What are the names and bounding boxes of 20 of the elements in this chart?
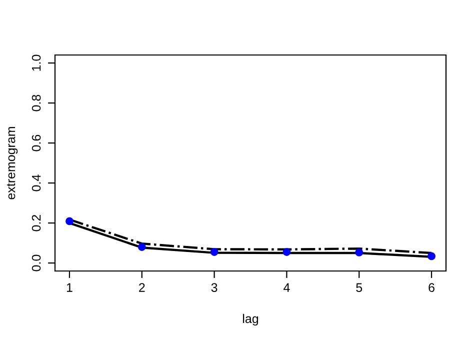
y-tick-label: 0.8 bbox=[32, 94, 41, 112]
x-tick-label: 4 bbox=[284, 283, 290, 292]
point bbox=[282, 248, 291, 256]
x-axis-title: lag bbox=[243, 314, 258, 326]
point bbox=[428, 252, 436, 260]
point bbox=[138, 243, 146, 251]
y-tick-label: 1.0 bbox=[32, 54, 41, 71]
y-tick-label: 0.0 bbox=[32, 254, 41, 272]
point bbox=[66, 217, 74, 226]
point bbox=[210, 248, 218, 256]
x-tick-label: 1 bbox=[66, 283, 72, 292]
x-tick-label: 5 bbox=[356, 283, 362, 292]
point bbox=[355, 248, 364, 256]
y-tick-label: 0.6 bbox=[32, 134, 41, 152]
y-tick-label: 0.2 bbox=[32, 214, 41, 232]
y-tick-label: 0.4 bbox=[32, 174, 41, 192]
x-tick-label: 3 bbox=[211, 283, 218, 292]
y-axis-title: extremogram bbox=[6, 127, 18, 200]
x-tick-label: 6 bbox=[428, 283, 434, 292]
x-tick-label: 2 bbox=[139, 283, 145, 292]
